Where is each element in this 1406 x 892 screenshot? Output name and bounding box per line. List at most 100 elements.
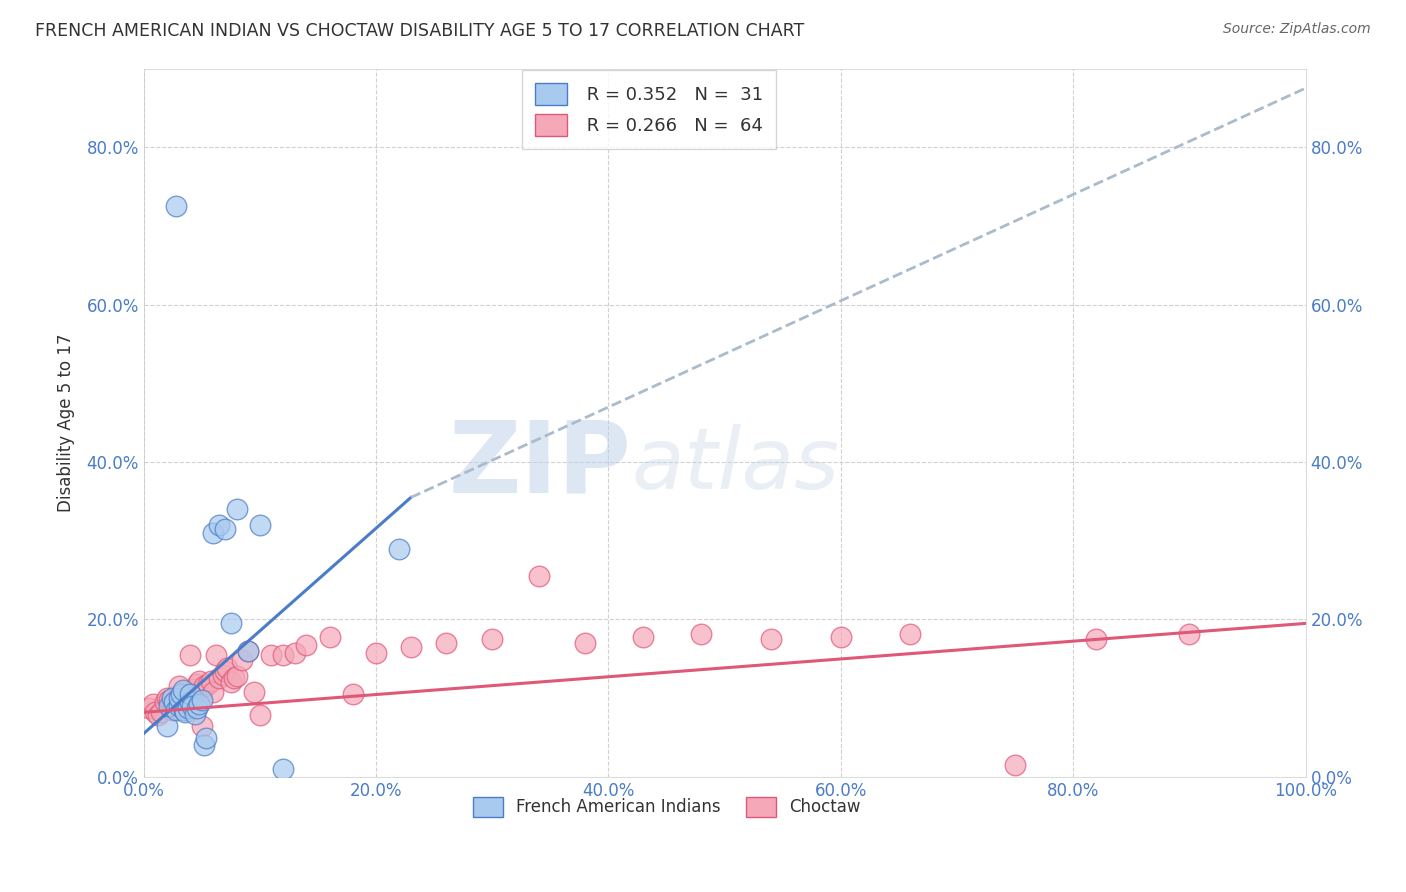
Point (527, 569, 550, 583)
Point (238, 644, 260, 658)
Point (172, 685, 194, 699)
Point (434, 636, 457, 650)
Point (179, 687, 201, 701)
Point (318, 630, 340, 644)
Point (208, 672, 231, 686)
Text: ZIP: ZIP (449, 417, 631, 514)
Point (179, 692, 201, 706)
Point (284, 646, 307, 660)
Point (190, 719, 212, 733)
Point (165, 703, 187, 717)
Point (238, 644, 260, 658)
Legend: French American Indians, Choctaw: French American Indians, Choctaw (464, 789, 869, 825)
Point (157, 692, 180, 706)
Point (172, 683, 194, 698)
Point (184, 706, 207, 721)
Point (188, 673, 211, 688)
Point (174, 700, 197, 714)
Point (342, 687, 364, 701)
Y-axis label: Disability Age 5 to 17: Disability Age 5 to 17 (58, 334, 75, 512)
Point (177, 698, 200, 712)
Point (219, 616, 242, 631)
Point (204, 648, 226, 662)
Point (174, 706, 197, 720)
Point (179, 648, 201, 662)
Point (214, 664, 236, 678)
Point (225, 502, 247, 516)
Point (188, 698, 211, 712)
Point (190, 692, 212, 706)
Point (830, 630, 852, 644)
Point (142, 698, 165, 712)
Point (633, 630, 655, 644)
Point (574, 636, 596, 650)
Point (186, 700, 208, 714)
Point (163, 695, 186, 709)
Point (197, 677, 219, 691)
Point (160, 691, 183, 706)
Point (177, 700, 200, 714)
Text: Source: ZipAtlas.com: Source: ZipAtlas.com (1223, 22, 1371, 37)
Point (364, 646, 387, 660)
Point (759, 632, 782, 647)
Text: atlas: atlas (631, 424, 839, 507)
Point (167, 699, 190, 714)
Point (231, 653, 253, 667)
Point (271, 762, 294, 776)
Point (167, 679, 190, 693)
Point (690, 626, 713, 640)
Point (170, 687, 193, 701)
Point (214, 522, 236, 536)
Point (1085, 632, 1108, 647)
Point (165, 692, 187, 706)
Point (190, 685, 212, 699)
Text: FRENCH AMERICAN INDIAN VS CHOCTAW DISABILITY AGE 5 TO 17 CORRELATION CHART: FRENCH AMERICAN INDIAN VS CHOCTAW DISABI… (35, 22, 804, 40)
Point (225, 669, 247, 683)
Point (167, 695, 190, 709)
Point (481, 632, 503, 647)
Point (900, 626, 922, 640)
Point (1178, 626, 1201, 640)
Point (208, 518, 231, 533)
Point (163, 695, 186, 709)
Point (202, 525, 225, 540)
Point (146, 708, 169, 723)
Point (249, 518, 271, 533)
Point (193, 739, 215, 753)
Point (170, 690, 193, 704)
Point (200, 673, 222, 688)
Point (167, 691, 190, 706)
Point (153, 695, 176, 709)
Point (260, 648, 283, 662)
Point (202, 685, 225, 699)
Point (388, 541, 411, 556)
Point (224, 672, 246, 686)
Point (173, 703, 195, 717)
Point (181, 687, 204, 701)
Point (195, 731, 218, 745)
Point (173, 703, 195, 717)
Point (181, 699, 204, 714)
Point (156, 691, 179, 706)
Point (162, 698, 184, 712)
Point (165, 199, 187, 213)
Point (184, 681, 207, 696)
Point (271, 648, 294, 662)
Point (295, 638, 318, 652)
Point (193, 679, 215, 693)
Point (249, 708, 271, 723)
Point (160, 703, 183, 717)
Point (150, 706, 173, 720)
Point (156, 719, 179, 733)
Point (399, 640, 422, 654)
Point (217, 661, 239, 675)
Point (138, 700, 160, 714)
Point (179, 695, 201, 709)
Point (186, 677, 208, 691)
Point (1004, 758, 1026, 772)
Point (211, 667, 233, 681)
Point (243, 685, 266, 699)
Point (143, 706, 166, 720)
Point (219, 675, 242, 690)
Point (184, 685, 207, 699)
